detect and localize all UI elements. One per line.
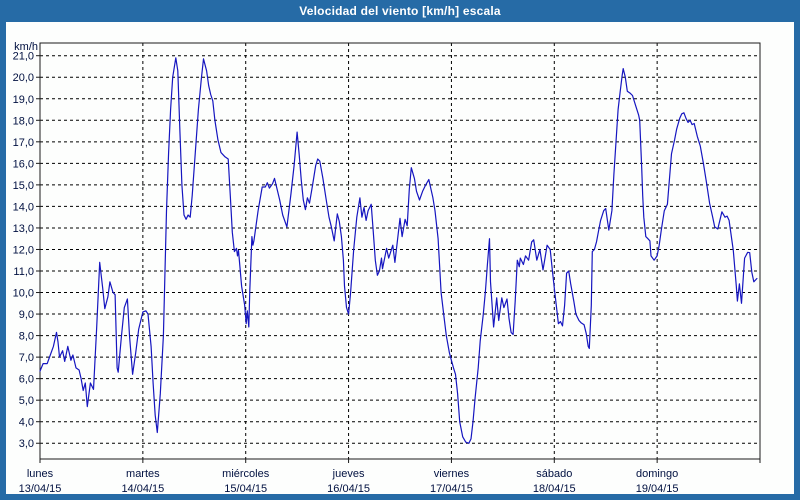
day-date-label: 13/04/15 [19, 483, 62, 494]
y-tick-label: 12,0 [13, 244, 34, 256]
horizontal-gridlines [36, 55, 760, 444]
y-tick-label: 19,0 [13, 94, 34, 106]
y-tick-label: 9,0 [19, 309, 34, 321]
day-name-label: sábado [536, 468, 572, 480]
day-name-label: miércoles [222, 468, 270, 480]
y-tick-label: 6,0 [19, 374, 34, 386]
day-date-label: 14/04/15 [121, 483, 164, 494]
plot-border [39, 42, 761, 460]
y-tick-label: 17,0 [13, 137, 34, 149]
y-tick-label: 14,0 [13, 201, 34, 213]
y-tick-label: 7,0 [19, 352, 34, 364]
y-tick-label: 11,0 [13, 266, 34, 278]
vertical-gridlines [39, 43, 761, 463]
y-tick-label: 20,0 [13, 72, 34, 84]
day-date-label: 17/04/15 [430, 483, 473, 494]
day-name-label: domingo [636, 468, 678, 480]
day-date-label: 18/04/15 [533, 483, 576, 494]
y-axis-unit-label: km/h [14, 41, 38, 53]
y-tick-label: 16,0 [13, 158, 34, 170]
y-tick-label: 10,0 [13, 288, 34, 300]
y-tick-label: 4,0 [19, 417, 34, 429]
chart-area: 21,0 20,0 19,0 18,0 17,0 16,0 15,0 14,0 13,0 12,0… [6, 22, 794, 494]
day-date-label: 19/04/15 [636, 483, 679, 494]
day-name-label: lunes [27, 468, 54, 480]
y-tick-label: 13,0 [13, 223, 34, 235]
y-axis-tick-labels: 21,0 20,0 19,0 18,0 17,0 16,0 15,0 14,0 13,0 12,0… [13, 51, 34, 451]
day-date-label: 15/04/15 [224, 483, 267, 494]
y-tick-label: 5,0 [19, 395, 34, 407]
wind-speed-chart: 21,0 20,0 19,0 18,0 17,0 16,0 15,0 14,0 13,0 12,0… [6, 22, 794, 494]
window-titlebar: Velocidad del viento [km/h] escala [6, 0, 794, 22]
y-tick-label: 3,0 [19, 438, 34, 450]
y-tick-label: 8,0 [19, 331, 34, 343]
wind-speed-line [39, 57, 758, 444]
x-axis-day-labels: lunes 13/04/15 martes 14/04/15 miércoles 15/0… [19, 468, 679, 494]
y-tick-label: 15,0 [13, 180, 34, 192]
day-date-label: 16/04/15 [327, 483, 370, 494]
day-name-label: jueves [332, 468, 365, 480]
day-name-label: martes [126, 468, 160, 480]
day-name-label: viernes [434, 468, 470, 480]
y-tick-label: 18,0 [13, 115, 34, 127]
window-title: Velocidad del viento [km/h] escala [299, 4, 501, 18]
y-tick-label: 21,0 [13, 51, 34, 63]
